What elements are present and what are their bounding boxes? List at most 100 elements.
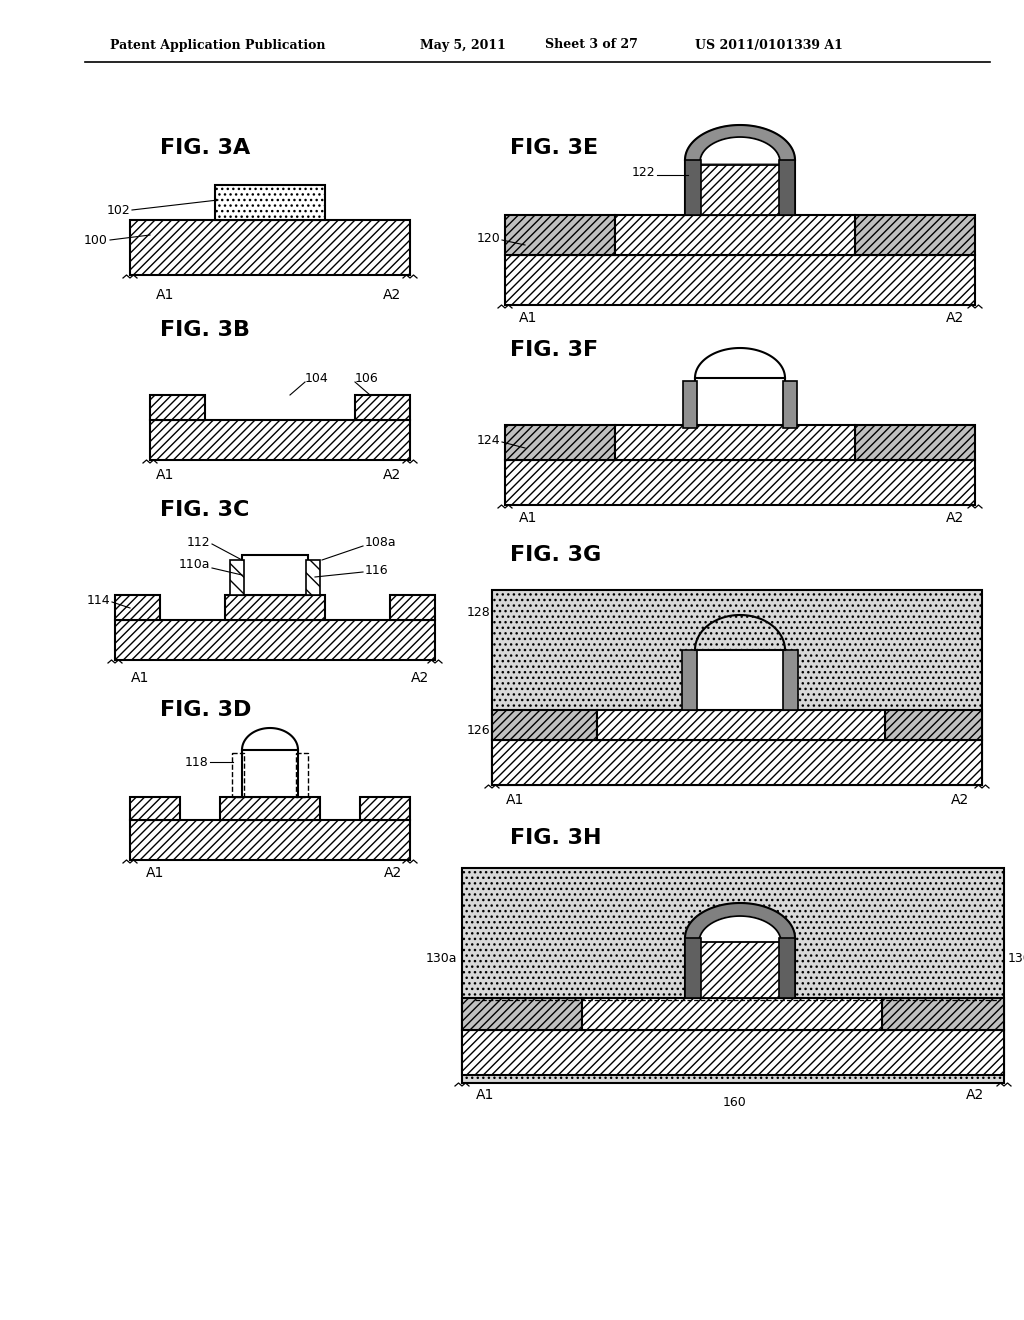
Bar — [597, 710, 885, 741]
Bar — [582, 998, 882, 1030]
Bar — [882, 998, 1004, 1030]
Text: A1: A1 — [156, 288, 174, 302]
Text: A2: A2 — [966, 1088, 984, 1102]
Bar — [695, 378, 785, 425]
Bar — [700, 165, 780, 215]
Text: 126: 126 — [466, 723, 490, 737]
Bar — [699, 942, 781, 998]
Bar — [683, 381, 697, 428]
Bar — [685, 160, 701, 215]
Bar — [150, 395, 205, 420]
Bar — [783, 381, 797, 428]
Text: A1: A1 — [156, 469, 174, 482]
Text: A1: A1 — [145, 866, 164, 880]
Bar — [779, 939, 795, 998]
Text: FIG. 3G: FIG. 3G — [510, 545, 601, 565]
Bar — [462, 1030, 1004, 1074]
Bar — [685, 939, 701, 998]
Text: 104: 104 — [305, 371, 329, 384]
Text: A1: A1 — [519, 312, 538, 325]
Text: 160: 160 — [723, 1096, 746, 1109]
Text: FIG. 3F: FIG. 3F — [510, 341, 598, 360]
Bar — [115, 595, 160, 620]
Bar — [855, 425, 975, 459]
Bar — [615, 215, 855, 255]
Bar — [355, 395, 410, 420]
Bar — [130, 820, 410, 861]
Bar — [505, 215, 615, 255]
Bar — [492, 741, 982, 785]
Bar — [505, 425, 615, 459]
Text: A2: A2 — [383, 288, 401, 302]
Text: A2: A2 — [411, 671, 429, 685]
Bar — [885, 710, 982, 741]
Bar — [360, 797, 410, 820]
Bar — [779, 160, 795, 215]
Bar — [130, 797, 180, 820]
Text: FIG. 3D: FIG. 3D — [160, 700, 251, 719]
Text: May 5, 2011: May 5, 2011 — [420, 38, 506, 51]
Text: FIG. 3E: FIG. 3E — [510, 139, 598, 158]
Polygon shape — [685, 903, 795, 939]
Bar — [685, 939, 795, 998]
Bar — [230, 560, 244, 595]
Text: FIG. 3H: FIG. 3H — [510, 828, 601, 847]
Text: 130a: 130a — [426, 952, 457, 965]
Bar — [783, 649, 798, 710]
Text: US 2011/0101339 A1: US 2011/0101339 A1 — [695, 38, 843, 51]
Bar — [150, 420, 410, 459]
Bar — [130, 220, 410, 275]
Text: A1: A1 — [519, 511, 538, 525]
Text: A2: A2 — [946, 511, 965, 525]
Text: A2: A2 — [384, 866, 402, 880]
Text: 106: 106 — [355, 371, 379, 384]
Text: 120: 120 — [476, 231, 500, 244]
Bar — [225, 595, 325, 620]
Bar — [462, 869, 1004, 1082]
Text: 118: 118 — [184, 755, 208, 768]
Bar — [390, 595, 435, 620]
Text: A1: A1 — [506, 793, 524, 807]
Polygon shape — [699, 916, 781, 942]
Text: Sheet 3 of 27: Sheet 3 of 27 — [545, 38, 638, 51]
Bar — [695, 649, 785, 710]
Text: A2: A2 — [951, 793, 969, 807]
Text: 128: 128 — [466, 606, 490, 619]
Bar — [296, 752, 308, 797]
Text: 116: 116 — [365, 564, 389, 577]
Polygon shape — [700, 137, 780, 162]
Text: A1: A1 — [476, 1088, 495, 1102]
Text: 102: 102 — [106, 203, 130, 216]
Text: 108a: 108a — [365, 536, 396, 549]
Text: Patent Application Publication: Patent Application Publication — [110, 38, 326, 51]
Bar — [232, 752, 244, 797]
Bar — [215, 185, 325, 220]
Bar — [505, 255, 975, 305]
Bar — [492, 710, 597, 741]
Text: 122: 122 — [632, 166, 655, 180]
Bar — [306, 560, 319, 595]
Bar — [462, 998, 582, 1030]
Text: 130b: 130b — [1008, 952, 1024, 965]
Bar — [615, 425, 855, 459]
Text: 100: 100 — [84, 234, 108, 247]
Bar — [492, 590, 982, 785]
Bar — [505, 459, 975, 506]
Bar — [242, 750, 298, 797]
Text: A2: A2 — [946, 312, 965, 325]
Bar — [682, 649, 697, 710]
Bar — [115, 620, 435, 660]
Text: A1: A1 — [131, 671, 150, 685]
Bar — [242, 554, 308, 595]
Bar — [220, 797, 319, 820]
Text: 112: 112 — [186, 536, 210, 549]
Text: 110a: 110a — [178, 558, 210, 572]
Bar — [685, 160, 795, 215]
Bar — [855, 215, 975, 255]
Text: FIG. 3A: FIG. 3A — [160, 139, 250, 158]
Text: FIG. 3B: FIG. 3B — [160, 319, 250, 341]
Polygon shape — [685, 125, 795, 160]
Text: A2: A2 — [383, 469, 401, 482]
Text: FIG. 3C: FIG. 3C — [160, 500, 250, 520]
Text: 124: 124 — [476, 433, 500, 446]
